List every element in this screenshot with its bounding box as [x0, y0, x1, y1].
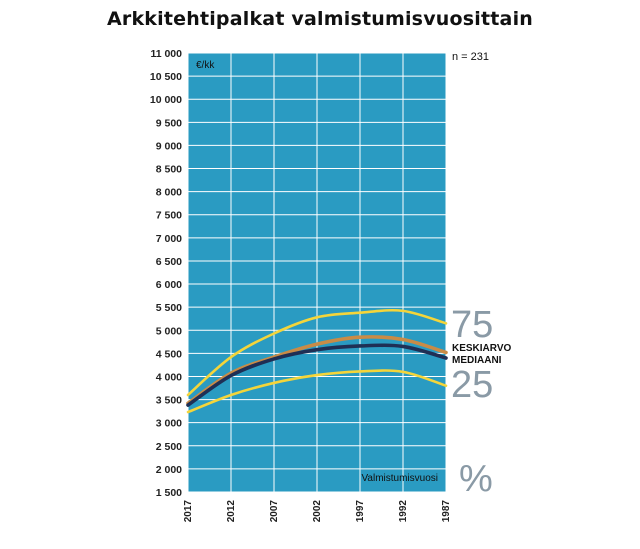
y-tick-label: 10 500 — [150, 71, 182, 83]
x-tick-label: 2007 — [269, 500, 280, 523]
series-label-25: 25 — [451, 364, 493, 406]
y-tick-label: 4 000 — [156, 371, 182, 383]
y-tick-label: 3 500 — [156, 395, 182, 407]
y-tick-label: 9 000 — [156, 140, 182, 152]
y-tick-label: 6 500 — [156, 256, 182, 268]
grid-lines — [187, 52, 447, 493]
series-label-mediaani: MEDIAANI — [452, 355, 502, 366]
x-tick-label: 2017 — [183, 500, 194, 523]
y-tick-label: 4 500 — [156, 348, 182, 360]
x-tick-label: 2002 — [312, 500, 323, 523]
sample-size-label: n = 231 — [452, 51, 489, 63]
series-line-keskiarvo — [186, 335, 448, 406]
x-axis-label: Valmistumisvuosi — [362, 473, 439, 484]
chart-title: Arkkitehtipalkat valmistumisvuosittain — [106, 8, 534, 30]
y-tick-label: 10 000 — [150, 94, 182, 106]
x-tick-label: 1987 — [441, 500, 452, 523]
percent-sign-label: % — [459, 458, 493, 500]
y-tick-label: 11 000 — [150, 48, 182, 60]
series-line-25 — [186, 369, 448, 414]
y-axis-ticks: 1 500 2 000 2 500 3 000 3 500 4 000 4 500 5 000… — [150, 48, 182, 499]
y-tick-label: 2 500 — [156, 441, 182, 453]
annotations: €/kk n = 231 Valmistumisvuosi 75KESKIARVOME… — [196, 51, 511, 500]
y-tick-label: 8 500 — [156, 164, 182, 176]
series-line-75 — [186, 308, 448, 397]
y-axis-unit-label: €/kk — [196, 60, 215, 71]
y-tick-label: 6 000 — [156, 279, 182, 291]
x-tick-label: 1997 — [355, 500, 366, 523]
y-tick-label: 7 500 — [156, 210, 182, 222]
x-tick-label: 2012 — [226, 500, 237, 523]
x-axis-ticks: 2017 2012 2007 2002 1997 1992 1987 — [183, 500, 452, 523]
y-tick-label: 5 500 — [156, 302, 182, 314]
y-tick-label: 8 000 — [156, 187, 182, 199]
series-line-mediaani — [186, 343, 448, 407]
y-tick-label: 1 500 — [156, 487, 182, 499]
x-tick-label: 1992 — [398, 500, 409, 523]
series-lines — [186, 308, 448, 414]
series-label-75: 75 — [451, 304, 493, 346]
y-tick-label: 5 000 — [156, 325, 182, 337]
y-tick-label: 2 000 — [156, 464, 182, 476]
y-tick-label: 7 000 — [156, 233, 182, 245]
y-tick-label: 9 500 — [156, 117, 182, 129]
series-label-keskiarvo: KESKIARVO — [452, 343, 511, 354]
y-tick-label: 3 000 — [156, 418, 182, 430]
